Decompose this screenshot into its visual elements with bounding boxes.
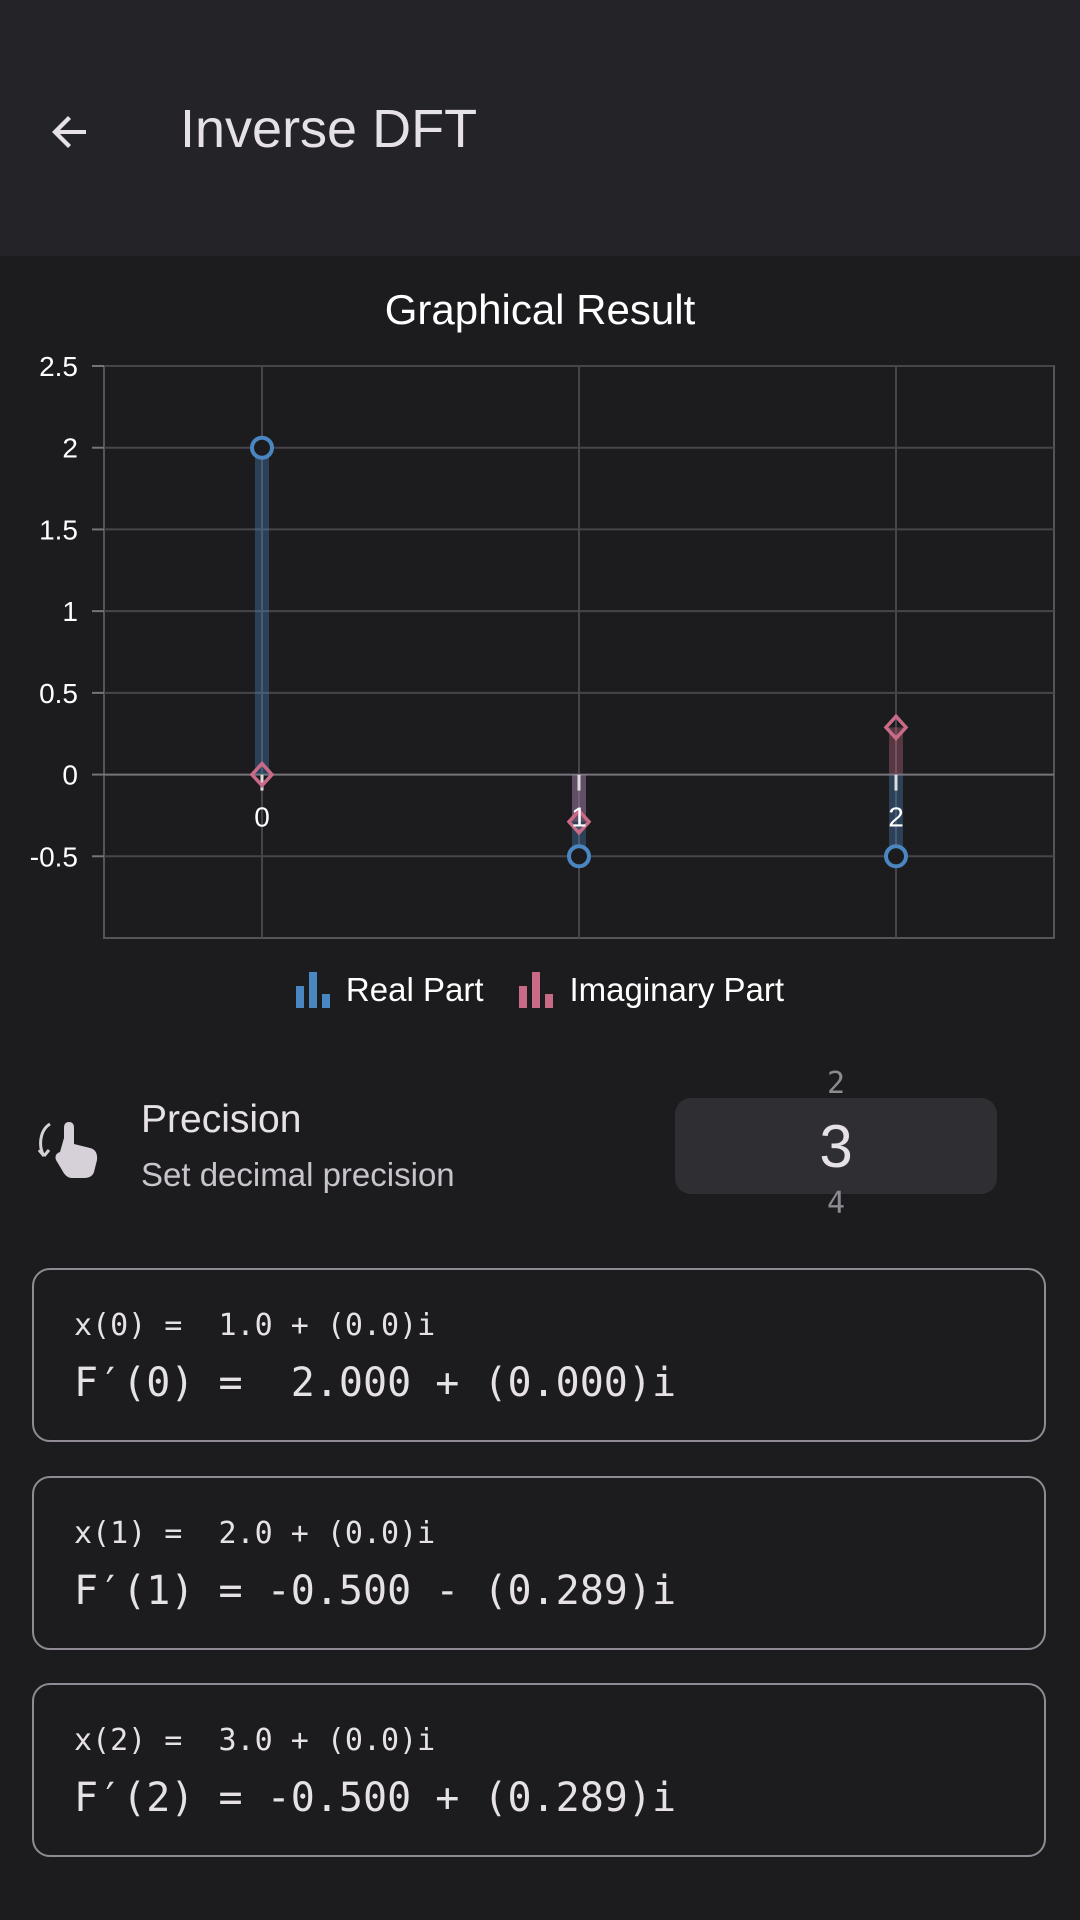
back-button[interactable] xyxy=(28,90,112,174)
y-tick-label: 1.5 xyxy=(39,514,78,545)
imaginary-part-point xyxy=(249,760,275,789)
legend-item-imaginary[interactable]: Imaginary Part xyxy=(519,971,784,1009)
result-card: x(2) = 3.0 + (0.0)i F′(2) = -0.500 + (0.… xyxy=(32,1683,1046,1857)
y-tick-label: 0.5 xyxy=(39,678,78,709)
result-input: x(0) = 1.0 + (0.0)i xyxy=(74,1308,436,1343)
bar-chart-icon xyxy=(295,972,330,1008)
real-part-point xyxy=(250,435,274,460)
result-input: x(2) = 3.0 + (0.0)i xyxy=(74,1723,436,1758)
legend-label-real: Real Part xyxy=(345,971,484,1008)
real-part-stem xyxy=(255,447,269,775)
y-tick-label: 0 xyxy=(62,760,78,791)
imaginary-part-stem xyxy=(889,727,903,775)
chart-legend: Real Part Imaginary Part xyxy=(0,960,1080,1020)
real-part-stem xyxy=(889,774,903,857)
precision-picker[interactable]: 2 3 4 xyxy=(675,1060,997,1240)
x-tick-label: 1 xyxy=(571,802,587,833)
top-app-bar: Inverse DFT xyxy=(0,0,1080,256)
imaginary-part-stem xyxy=(572,774,586,822)
real-part-point xyxy=(884,844,908,869)
legend-label-imaginary: Imaginary Part xyxy=(569,971,785,1008)
picker-current-value[interactable]: 3 xyxy=(675,1098,997,1194)
picker-prev-value[interactable]: 2 xyxy=(826,1066,846,1101)
arrow-back-icon xyxy=(52,116,86,148)
y-tick-label: 2.5 xyxy=(39,351,78,382)
page-title: Inverse DFT xyxy=(180,99,478,159)
precision-setting: Precision Set decimal precision 2 3 4 xyxy=(0,1060,1080,1240)
bar-chart-icon xyxy=(519,972,554,1008)
picker-next-value[interactable]: 4 xyxy=(826,1186,846,1221)
result-output: F′(0) = 2.000 + (0.000)i xyxy=(74,1360,677,1406)
x-tick-label: 0 xyxy=(254,802,270,833)
precision-subtitle: Set decimal precision xyxy=(141,1156,455,1193)
chart-title: Graphical Result xyxy=(384,286,696,333)
result-chart: 2.5 2 1.5 1 0.5 0 -0.5 0 1 2 xyxy=(30,351,1055,939)
precision-title: Precision xyxy=(141,1098,302,1141)
x-tick-label: 2 xyxy=(888,802,904,833)
imaginary-part-point xyxy=(883,713,909,741)
real-part-point xyxy=(567,844,591,869)
result-card: x(1) = 2.0 + (0.0)i F′(1) = -0.500 - (0.… xyxy=(32,1476,1046,1650)
legend-item-real[interactable]: Real Part xyxy=(295,971,484,1009)
y-tick-label: -0.5 xyxy=(30,841,78,872)
y-tick-label: 1 xyxy=(62,596,78,627)
result-card: x(0) = 1.0 + (0.0)i F′(0) = 2.000 + (0.0… xyxy=(32,1268,1046,1442)
imaginary-part-point xyxy=(566,808,592,836)
result-input: x(1) = 2.0 + (0.0)i xyxy=(74,1516,436,1551)
y-tick-label: 2 xyxy=(62,433,78,464)
gesture-swipe-icon xyxy=(37,1122,98,1178)
real-part-stem xyxy=(572,774,586,857)
result-output: F′(2) = -0.500 + (0.289)i xyxy=(74,1775,677,1821)
result-output: F′(1) = -0.500 - (0.289)i xyxy=(74,1568,677,1614)
